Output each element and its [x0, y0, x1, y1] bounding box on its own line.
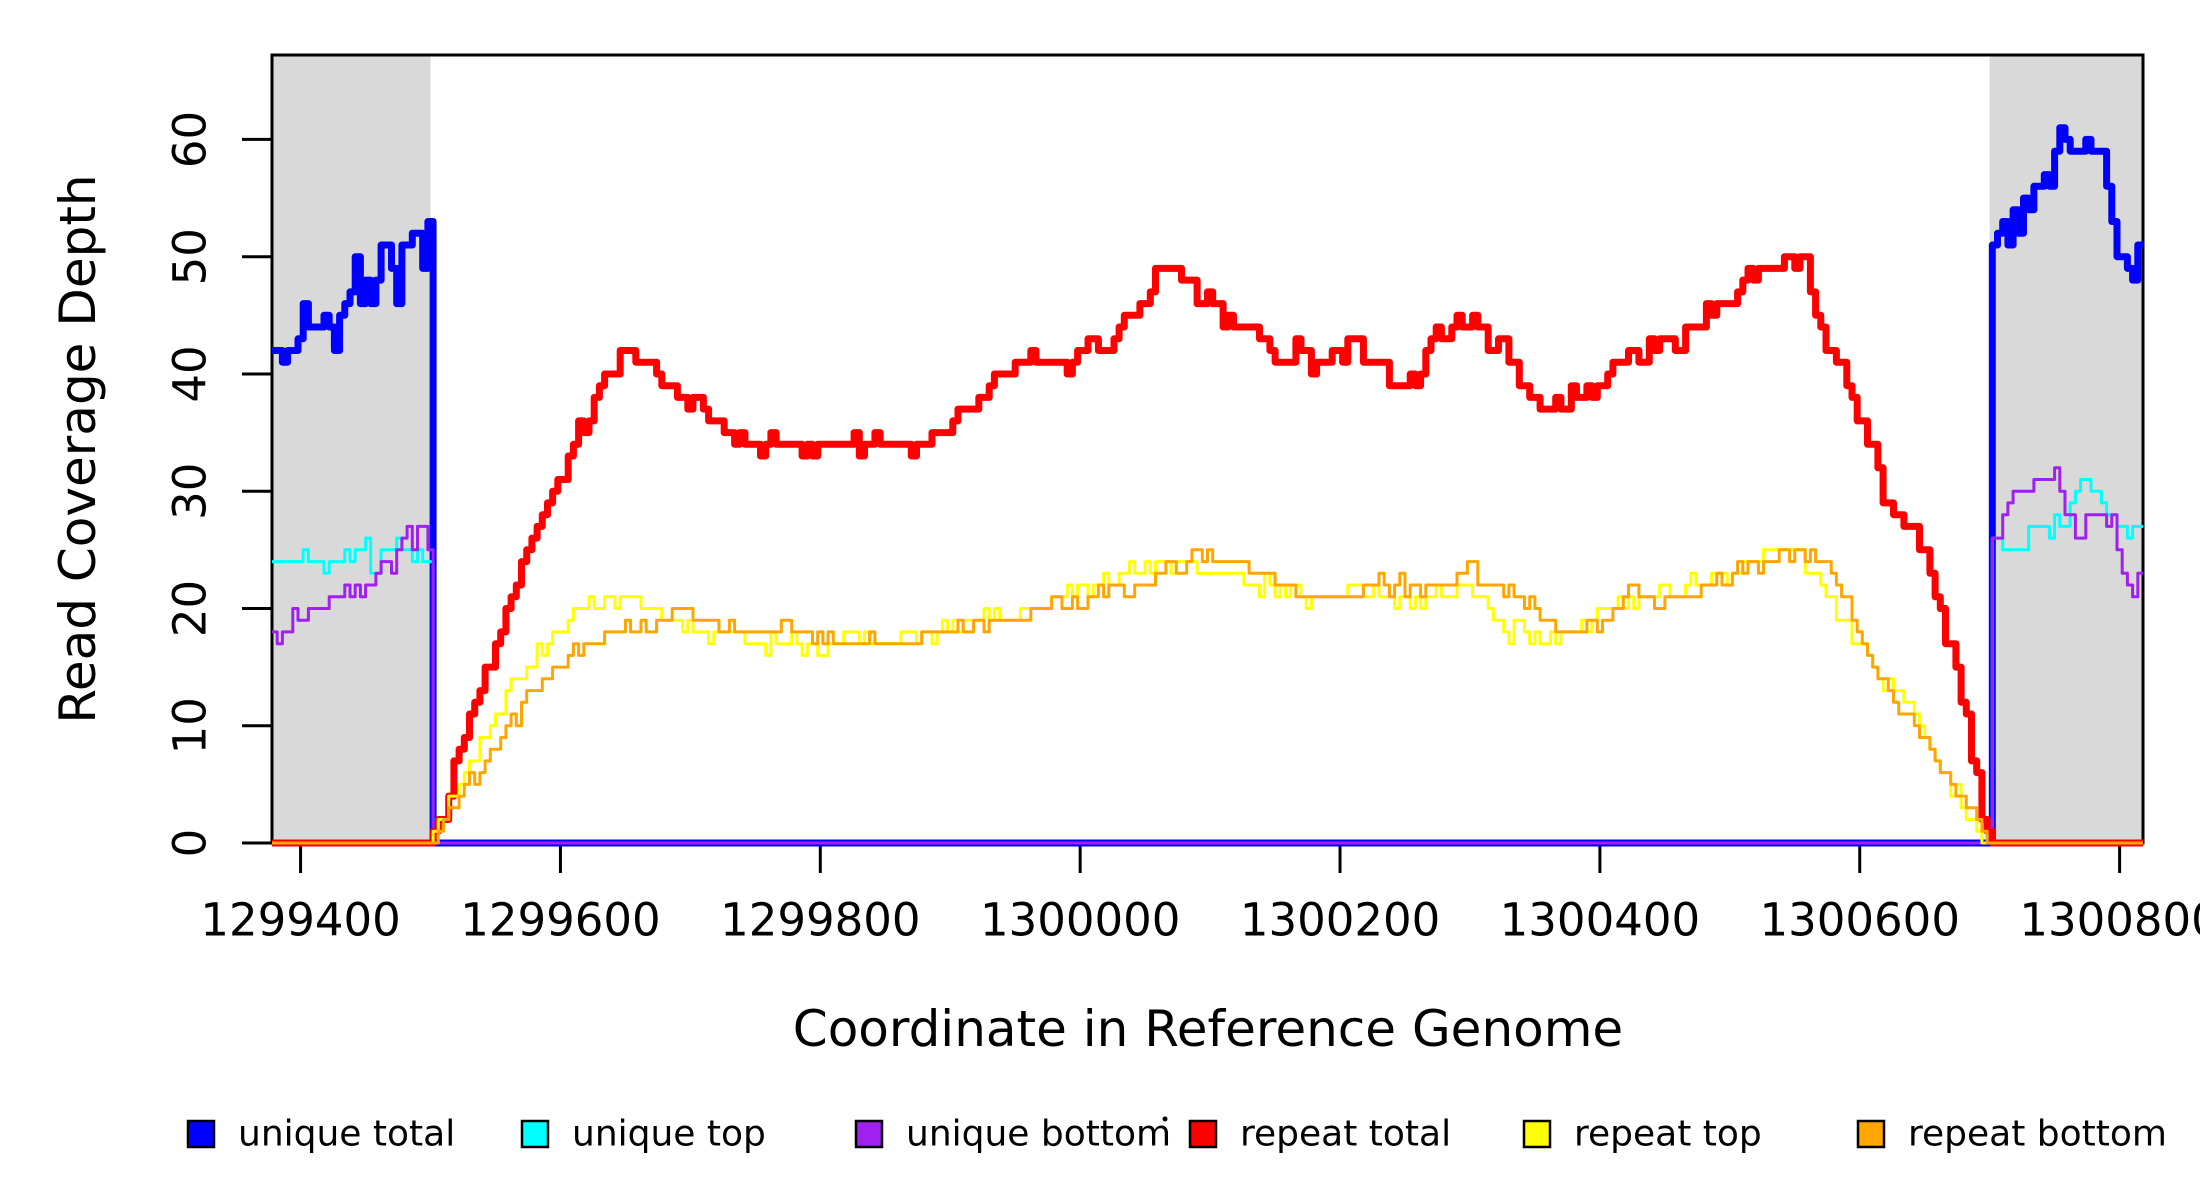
stray-dot: [1162, 1116, 1168, 1122]
y-tick-label: 50: [164, 228, 217, 285]
plot-box: [270, 53, 2145, 845]
legend-swatch-repeat-top: [1522, 1119, 1552, 1149]
series-line-unique-bottom: [272, 466, 2143, 845]
series-line-unique-top: [272, 478, 2143, 845]
x-tick-label: 1299800: [720, 894, 920, 947]
annotations: [1162, 1116, 1168, 1122]
axis-box: [270, 53, 2145, 845]
series-line-repeat-top: [272, 548, 2143, 845]
legend-swatch-unique-top: [520, 1119, 550, 1149]
legend-swatch-repeat-bottom: [1856, 1119, 1886, 1149]
x-tick-label: 1300000: [980, 894, 1180, 947]
shaded-region-left-flank: [272, 55, 431, 843]
shaded-region-right-flank: [1989, 55, 2143, 843]
y-tick-label: 30: [164, 463, 217, 520]
x-axis-title: Coordinate in Reference Genome: [793, 1000, 1623, 1058]
series-line-unique-total: [272, 124, 2143, 847]
series-line-repeat-bottom: [272, 548, 2143, 845]
y-tick-label: 40: [164, 345, 217, 402]
y-tick-label: 20: [164, 580, 217, 637]
x-axis: 1299400 1299600 1299800 1300000 1300200 13004…: [200, 843, 2200, 947]
legend-label-unique-top: unique top: [572, 1114, 766, 1155]
y-axis: 0 10 20 30 40 50 60: [164, 111, 272, 858]
x-tick-label: 1299600: [460, 894, 660, 947]
series-line-repeat-total: [272, 253, 2143, 847]
legend-swatch-unique-total: [186, 1119, 216, 1149]
x-tick-label: 1300200: [1240, 894, 1440, 947]
legend-label-repeat-total: repeat total: [1240, 1114, 1451, 1155]
y-axis-title: Read Coverage Depth: [49, 174, 107, 723]
y-tick-label: 60: [164, 111, 217, 168]
legend-label-unique-bottom: unique bottom: [906, 1114, 1171, 1155]
x-tick-label: 1299400: [200, 894, 400, 947]
y-tick-label: 0: [164, 829, 217, 858]
x-tick-label: 1300800: [2019, 894, 2200, 947]
legend-label-repeat-bottom: repeat bottom: [1908, 1114, 2167, 1155]
x-tick-label: 1300600: [1760, 894, 1960, 947]
legend-label-repeat-top: repeat top: [1574, 1114, 1762, 1155]
legend: unique total unique top unique bottom repea…: [186, 1114, 2167, 1155]
legend-label-unique-total: unique total: [238, 1114, 455, 1155]
series-lines: [272, 124, 2143, 847]
legend-swatch-repeat-total: [1188, 1119, 1218, 1149]
y-tick-label: 10: [164, 697, 217, 754]
legend-swatch-unique-bottom: [854, 1119, 884, 1149]
x-tick-label: 1300400: [1500, 894, 1700, 947]
shaded-regions: [272, 55, 2143, 843]
